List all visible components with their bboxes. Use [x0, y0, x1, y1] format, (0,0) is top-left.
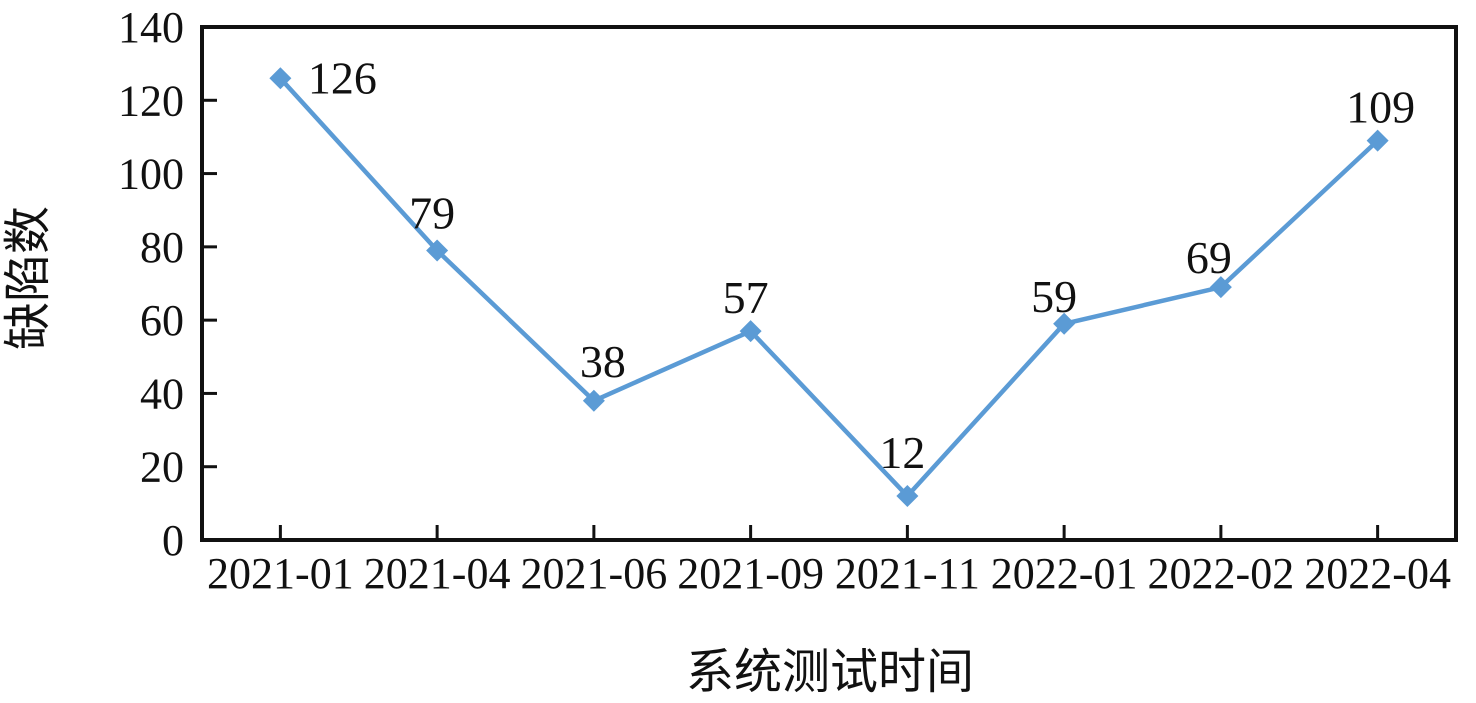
- diamond-marker: [1366, 129, 1389, 152]
- x-axis-title: 系统测试时间: [686, 646, 974, 699]
- y-tick-label: 100: [118, 150, 184, 199]
- x-tick-label: 2021-11: [835, 549, 980, 598]
- plot-frame: [200, 25, 1458, 542]
- y-tick-label: 80: [140, 223, 184, 272]
- x-tick-label: 2022-01: [991, 549, 1138, 598]
- point-value-label: 109: [1346, 82, 1415, 133]
- diamond-marker: [269, 67, 292, 90]
- point-value-label: 57: [723, 272, 769, 323]
- y-tick-label: 0: [162, 516, 184, 565]
- x-tick-label: 2021-01: [207, 549, 354, 598]
- point-value-label: 12: [879, 427, 925, 478]
- x-tick-label: 2021-06: [521, 549, 668, 598]
- point-value-label: 59: [1031, 271, 1077, 322]
- point-value-label: 79: [409, 188, 455, 239]
- axes-frame: [200, 25, 1458, 542]
- diamond-marker: [1053, 312, 1076, 335]
- diamond-marker: [1209, 276, 1232, 299]
- y-tick-label: 60: [140, 296, 184, 345]
- y-axis-title: 缺陷数: [2, 206, 55, 350]
- data-labels: 126 79 38 57 12 59 69 109: [308, 52, 1415, 478]
- point-value-label: 69: [1186, 232, 1232, 283]
- diamond-marker: [896, 485, 919, 508]
- y-tick-label: 120: [118, 76, 184, 125]
- defect-line: [278, 76, 1380, 499]
- point-value-label: 126: [308, 52, 377, 103]
- diamond-marker: [426, 239, 449, 262]
- diamond-marker: [582, 389, 605, 412]
- diamond-marker: [739, 320, 762, 343]
- x-tick-label: 2022-02: [1148, 549, 1295, 598]
- point-value-label: 38: [580, 336, 626, 387]
- x-axis-ticks: 2021-01 2021-04 2021-06 2021-09 2021-11 2022-…: [207, 525, 1451, 598]
- y-tick-label: 40: [140, 369, 184, 418]
- y-tick-label: 20: [140, 443, 184, 492]
- series-line: [278, 76, 1380, 499]
- x-tick-label: 2022-04: [1304, 549, 1451, 598]
- series-markers: [269, 67, 1389, 508]
- x-tick-label: 2021-04: [364, 549, 511, 598]
- y-axis-ticks: 0 20 40 60 80 100 120 140: [118, 3, 217, 565]
- x-tick-label: 2021-09: [677, 549, 824, 598]
- y-tick-label: 140: [118, 3, 184, 52]
